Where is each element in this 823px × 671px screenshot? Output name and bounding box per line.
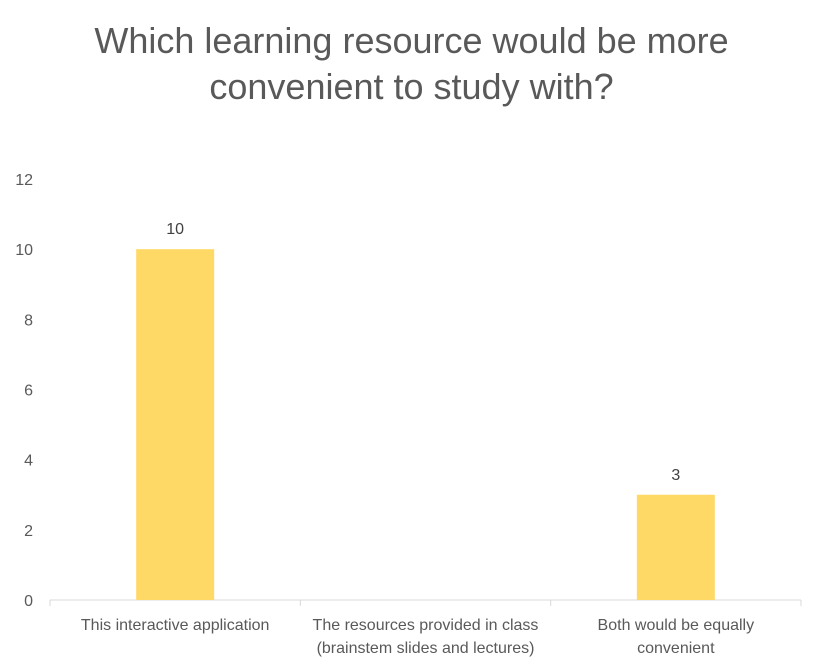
y-tick-label: 12 bbox=[15, 172, 33, 189]
y-tick-label: 8 bbox=[24, 312, 33, 329]
y-tick-label: 0 bbox=[24, 593, 33, 610]
y-tick-label: 10 bbox=[15, 242, 33, 259]
data-label: 3 bbox=[671, 467, 680, 484]
category-label: (brainstem slides and lectures) bbox=[317, 640, 535, 657]
bar bbox=[636, 494, 715, 600]
chart-title-line-2: convenient to study with? bbox=[209, 66, 614, 107]
y-tick-label: 6 bbox=[24, 383, 33, 400]
category-label: The resources provided in class bbox=[313, 617, 539, 634]
category-label: Both would be equally bbox=[598, 617, 755, 634]
category-label: convenient bbox=[637, 640, 715, 657]
chart-title: Which learning resource would be more co… bbox=[0, 18, 823, 110]
bar bbox=[136, 249, 215, 600]
chart-title-line-1: Which learning resource would be more bbox=[94, 20, 729, 61]
y-tick-label: 4 bbox=[24, 453, 33, 470]
data-label: 10 bbox=[166, 221, 184, 238]
category-label: This interactive application bbox=[81, 617, 270, 634]
y-tick-label: 2 bbox=[24, 523, 33, 540]
